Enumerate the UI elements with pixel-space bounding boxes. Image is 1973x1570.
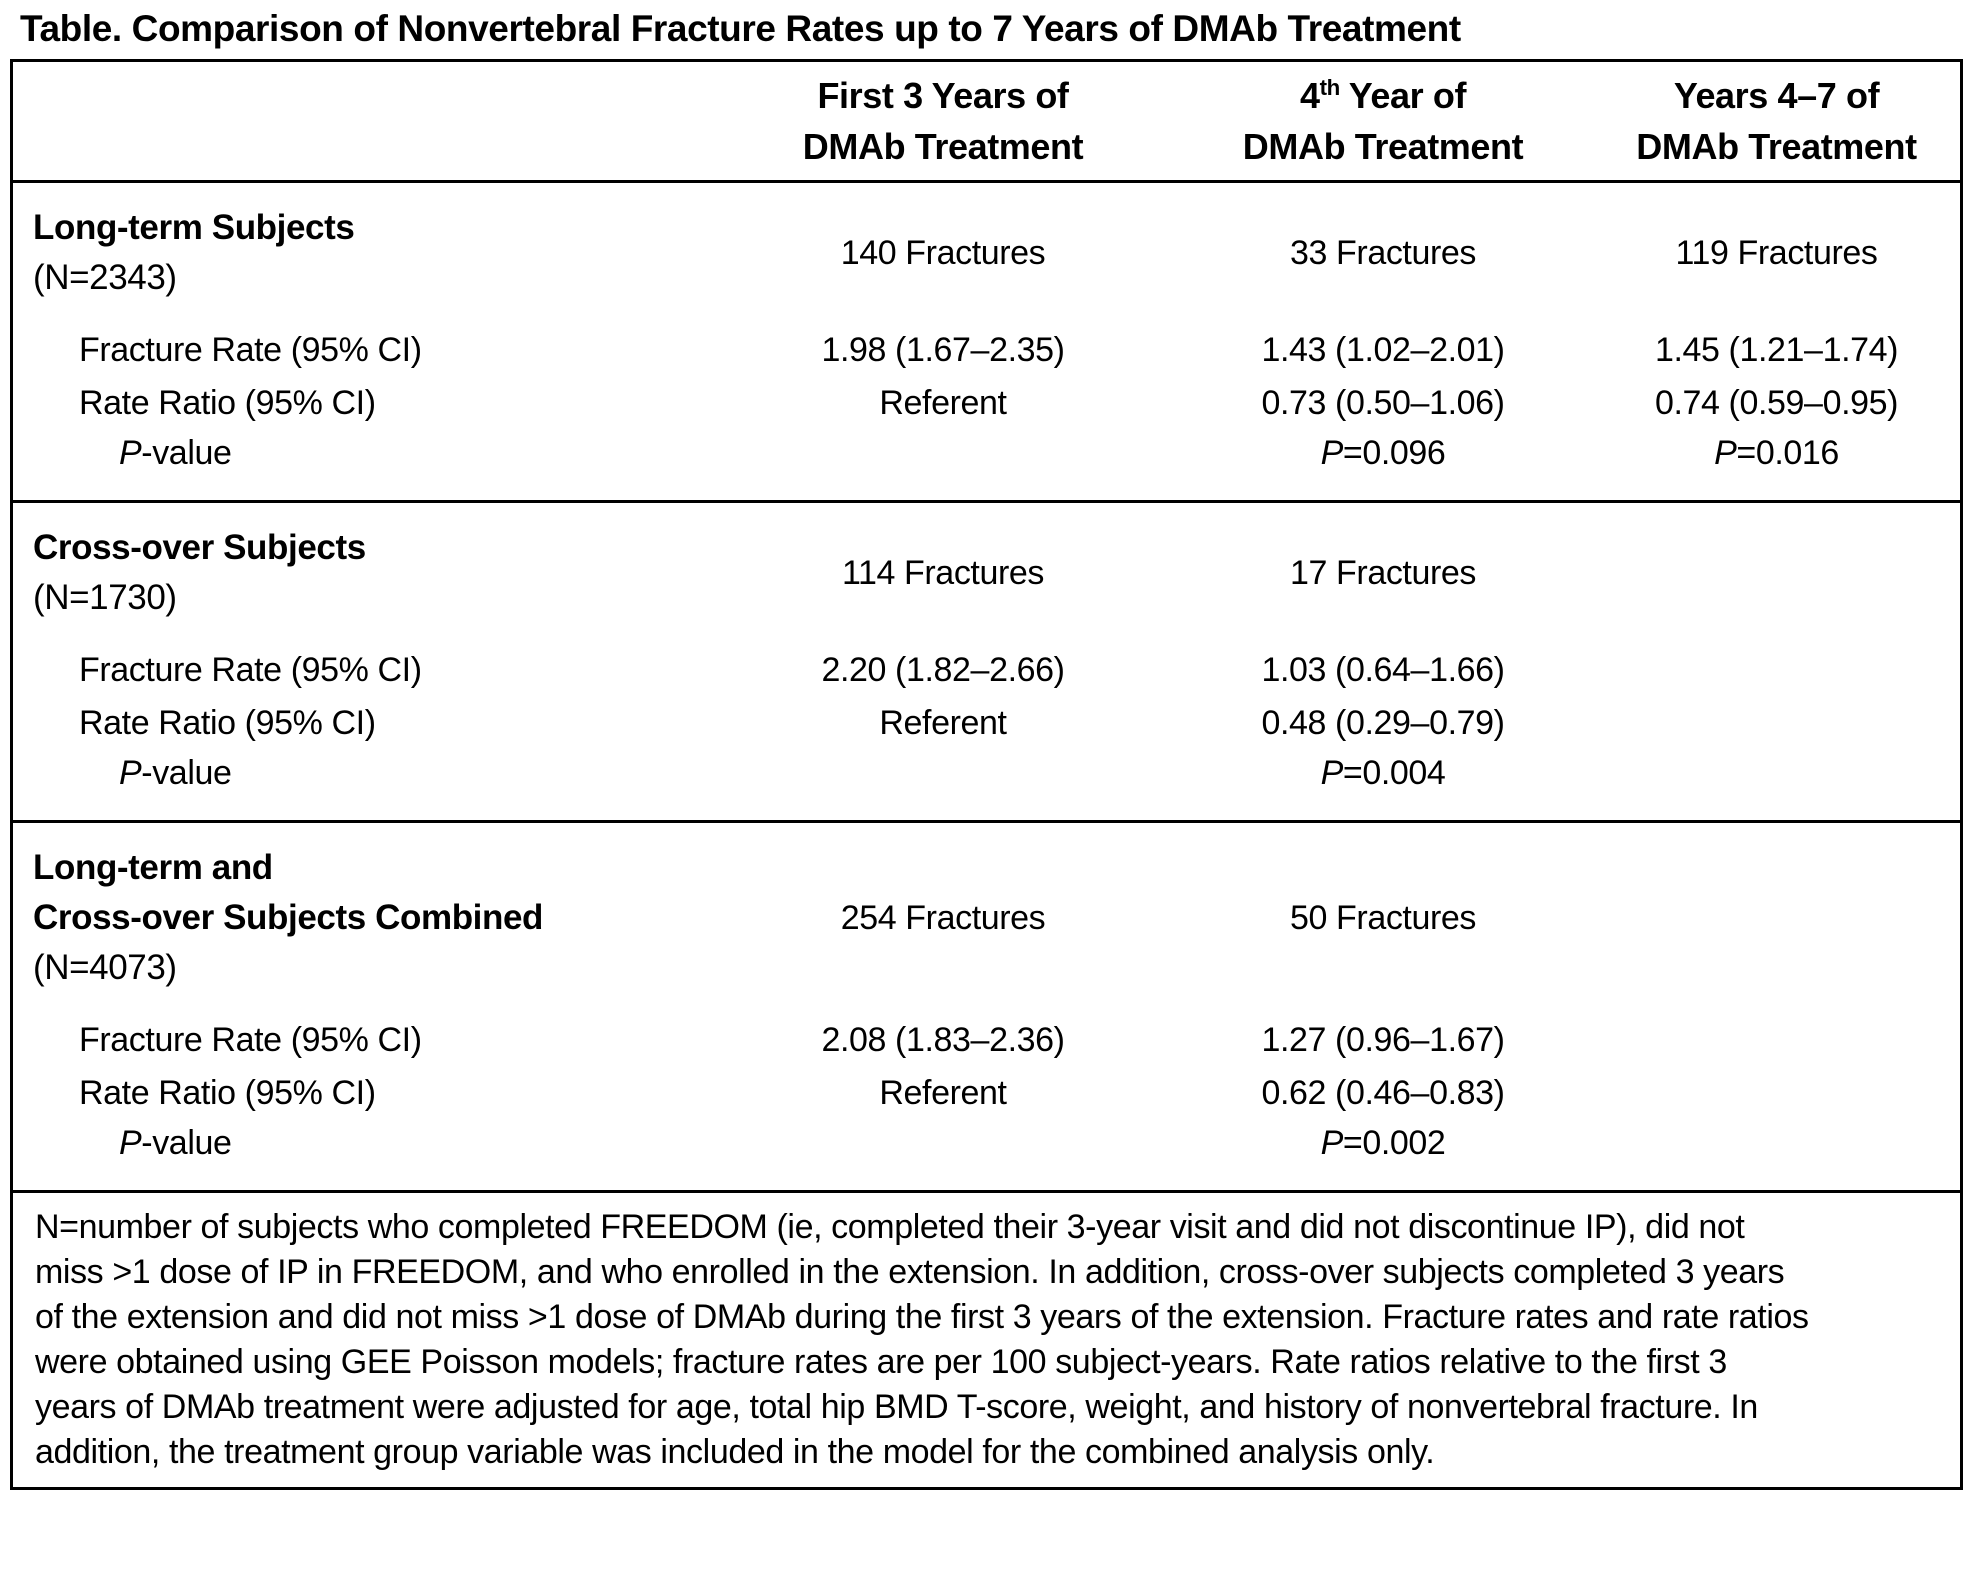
table-title: Table. Comparison of Nonvertebral Fractu… bbox=[20, 8, 1461, 49]
section-combined-name-line1: Long-term and bbox=[33, 848, 273, 887]
table-footnote: N=number of subjects who completed FREED… bbox=[35, 1208, 1809, 1471]
rate-ratio-cell-empty bbox=[1593, 698, 1960, 798]
fracture-rate-cell-empty bbox=[1593, 651, 1960, 690]
section-combined-header-row: Long-term and Cross-over Subjects Combin… bbox=[13, 823, 1960, 1005]
header-years-4-7: Years 4–7 of DMAb Treatment bbox=[1593, 70, 1960, 172]
section-cross-over-n: (N=1730) bbox=[33, 578, 177, 617]
fracture-rate-row: Fracture Rate (95% CI) 2.20 (1.82–2.66) … bbox=[13, 635, 1960, 692]
p-value: P=0.096 bbox=[1320, 434, 1446, 472]
fracture-rate-label: Fracture Rate (95% CI) bbox=[79, 1021, 422, 1059]
p-value-label: P-value bbox=[119, 754, 232, 792]
fracture-rate-cell: 1.98 (1.67–2.35) bbox=[821, 331, 1065, 369]
section-combined-title: Long-term and Cross-over Subjects Combin… bbox=[13, 843, 713, 993]
header-empty-cell bbox=[13, 70, 713, 172]
fracture-rate-label: Fracture Rate (95% CI) bbox=[79, 651, 422, 689]
header-first-3-years: First 3 Years of DMAb Treatment bbox=[713, 70, 1173, 172]
fracture-rate-cell: 2.08 (1.83–2.36) bbox=[821, 1021, 1065, 1059]
fractures-count-cell: 254 Fractures bbox=[840, 898, 1046, 937]
section-cross-over-name: Cross-over Subjects bbox=[33, 528, 366, 567]
table-header-row: First 3 Years of DMAb Treatment 4th Year… bbox=[13, 62, 1960, 183]
rate-ratio-label: Rate Ratio (95% CI) bbox=[79, 384, 376, 422]
rate-ratio-value: 0.48 (0.29–0.79) bbox=[1261, 704, 1505, 742]
rate-ratio-row: Rate Ratio (95% CI) P-value Referent 0.6… bbox=[13, 1062, 1960, 1190]
section-combined-name-line2: Cross-over Subjects Combined bbox=[33, 898, 544, 937]
section-cross-over-header-row: Cross-over Subjects (N=1730) 114 Fractur… bbox=[13, 503, 1960, 635]
fractures-count-cell: 140 Fractures bbox=[840, 233, 1046, 272]
rate-ratio-cell: 0.74 (0.59–0.95) P=0.016 bbox=[1593, 378, 1960, 478]
section-cross-over-title: Cross-over Subjects (N=1730) bbox=[13, 523, 713, 623]
fracture-rate-label: Fracture Rate (95% CI) bbox=[79, 331, 422, 369]
fracture-rates-table: First 3 Years of DMAb Treatment 4th Year… bbox=[10, 59, 1963, 1490]
rate-ratio-label: Rate Ratio (95% CI) bbox=[79, 704, 376, 742]
fractures-count-cell: 119 Fractures bbox=[1675, 233, 1878, 272]
fracture-rate-row: Fracture Rate (95% CI) 2.08 (1.83–2.36) … bbox=[13, 1005, 1960, 1062]
fracture-rate-cell: 1.45 (1.21–1.74) bbox=[1654, 331, 1899, 369]
rate-ratio-value: 0.74 (0.59–0.95) bbox=[1654, 384, 1899, 422]
p-value-label: P-value bbox=[119, 434, 232, 472]
rate-ratio-cell: Referent bbox=[879, 1074, 1007, 1112]
fracture-rate-cell: 1.27 (0.96–1.67) bbox=[1261, 1021, 1505, 1059]
p-value: P=0.004 bbox=[1320, 754, 1446, 792]
section-cross-over: Cross-over Subjects (N=1730) 114 Fractur… bbox=[13, 503, 1960, 823]
fractures-count-cell: 33 Fractures bbox=[1289, 233, 1477, 272]
header-4th-year-line2: DMAb Treatment bbox=[1242, 126, 1524, 167]
rate-ratio-cell-empty bbox=[1593, 1068, 1960, 1168]
section-long-term-title: Long-term Subjects (N=2343) bbox=[13, 203, 713, 303]
p-value-label: P-value bbox=[119, 1124, 232, 1162]
rate-ratio-labels: Rate Ratio (95% CI) P-value bbox=[13, 698, 713, 798]
rate-ratio-cell: 0.48 (0.29–0.79) P=0.004 bbox=[1173, 698, 1593, 798]
rate-ratio-value: 0.73 (0.50–1.06) bbox=[1261, 384, 1505, 422]
section-long-term-name: Long-term Subjects bbox=[33, 208, 355, 247]
rate-ratio-label: Rate Ratio (95% CI) bbox=[79, 1074, 376, 1112]
fracture-rate-cell: 1.03 (0.64–1.66) bbox=[1261, 651, 1505, 689]
header-4th-year-sup: th bbox=[1319, 75, 1341, 100]
rate-ratio-value: 0.62 (0.46–0.83) bbox=[1261, 1074, 1505, 1112]
header-first-3-years-line2: DMAb Treatment bbox=[802, 126, 1084, 167]
rate-ratio-labels: Rate Ratio (95% CI) P-value bbox=[13, 378, 713, 478]
section-long-term-header-row: Long-term Subjects (N=2343) 140 Fracture… bbox=[13, 183, 1960, 315]
fractures-count-cell: 17 Fractures bbox=[1289, 553, 1477, 592]
section-combined-n: (N=4073) bbox=[33, 948, 177, 987]
rate-ratio-cell: 0.73 (0.50–1.06) P=0.096 bbox=[1173, 378, 1593, 478]
fracture-rate-row: Fracture Rate (95% CI) 1.98 (1.67–2.35) … bbox=[13, 315, 1960, 372]
header-years-4-7-line2: DMAb Treatment bbox=[1636, 126, 1917, 167]
fracture-rate-cell-empty bbox=[1593, 1021, 1960, 1060]
header-4th-year: 4th Year of DMAb Treatment bbox=[1173, 70, 1593, 172]
p-value: P=0.016 bbox=[1714, 434, 1839, 472]
header-4th-year-base: 4 bbox=[1299, 75, 1320, 116]
fractures-count-cell: 50 Fractures bbox=[1289, 898, 1477, 937]
header-4th-year-rest: Year of bbox=[1339, 75, 1467, 116]
section-combined: Long-term and Cross-over Subjects Combin… bbox=[13, 823, 1960, 1193]
fracture-rate-cell: 2.20 (1.82–2.66) bbox=[821, 651, 1065, 689]
rate-ratio-cell: Referent bbox=[879, 384, 1007, 422]
header-first-3-years-line1: First 3 Years of bbox=[817, 75, 1069, 116]
rate-ratio-labels: Rate Ratio (95% CI) P-value bbox=[13, 1068, 713, 1168]
section-long-term-n: (N=2343) bbox=[33, 258, 177, 297]
rate-ratio-row: Rate Ratio (95% CI) P-value Referent 0.4… bbox=[13, 692, 1960, 820]
p-value: P=0.002 bbox=[1320, 1124, 1446, 1162]
section-long-term: Long-term Subjects (N=2343) 140 Fracture… bbox=[13, 183, 1960, 503]
fractures-count-cell: 114 Fractures bbox=[841, 553, 1045, 592]
header-years-4-7-line1: Years 4–7 of bbox=[1673, 75, 1880, 116]
rate-ratio-cell: 0.62 (0.46–0.83) P=0.002 bbox=[1173, 1068, 1593, 1168]
rate-ratio-cell: Referent bbox=[879, 704, 1007, 742]
rate-ratio-row: Rate Ratio (95% CI) P-value Referent 0.7… bbox=[13, 372, 1960, 500]
fracture-rate-cell: 1.43 (1.02–2.01) bbox=[1261, 331, 1505, 369]
